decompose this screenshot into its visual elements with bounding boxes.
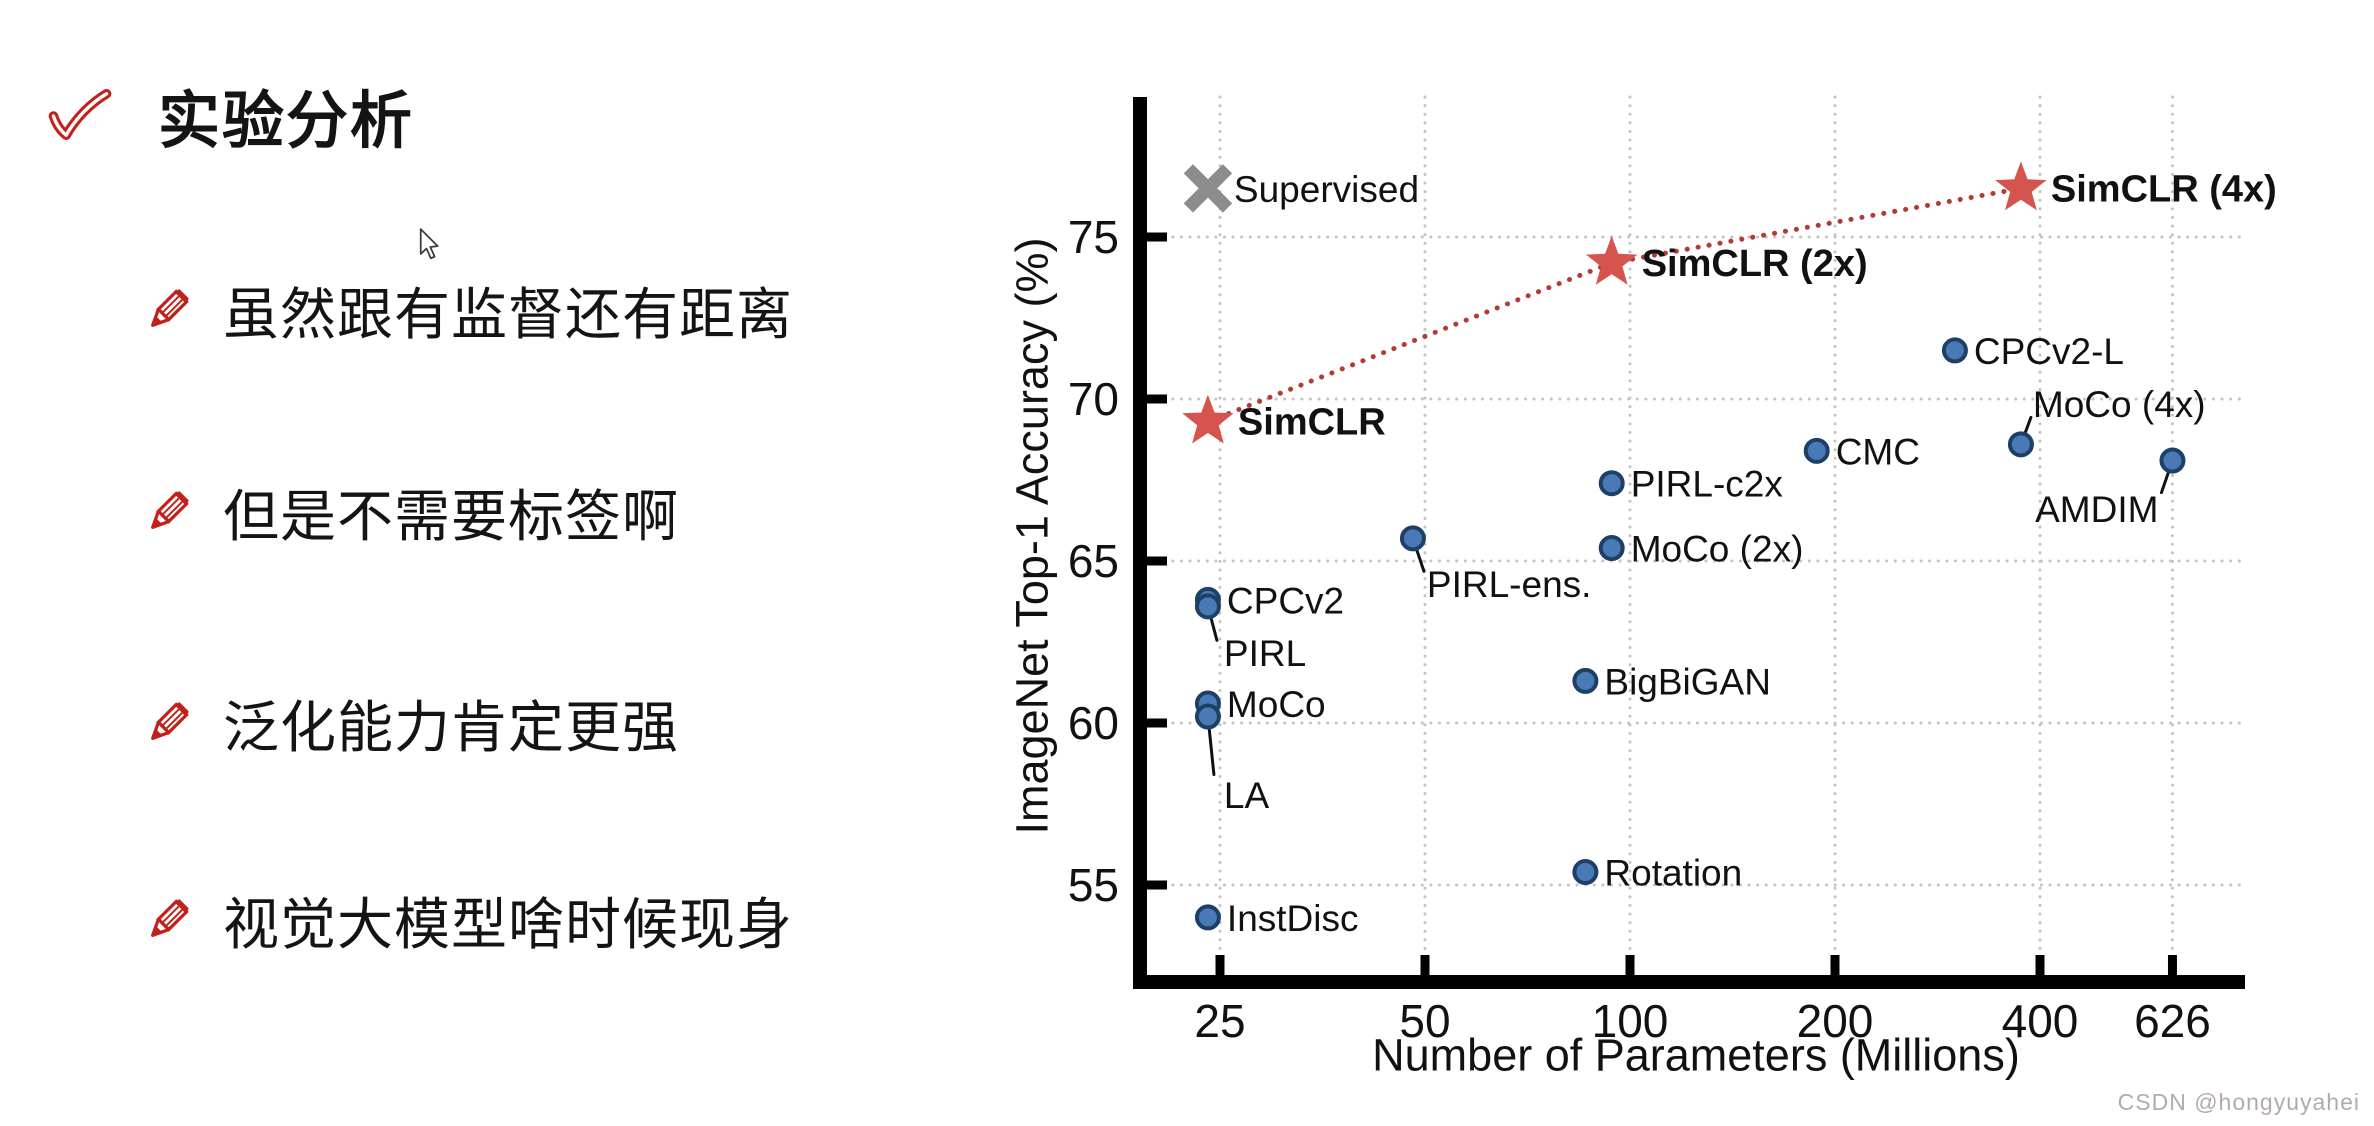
bullet-item: 虽然跟有监督还有距离 — [133, 270, 793, 351]
point-label: SimCLR (2x) — [1642, 243, 1868, 285]
point-label: MoCo (4x) — [2033, 384, 2206, 425]
point-label: MoCo (2x) — [1631, 529, 1804, 570]
point-label: CPCv2-L — [1974, 331, 2124, 372]
checkmark-icon — [48, 88, 112, 140]
bullet-item: 但是不需要标签啊 — [133, 472, 679, 553]
y-axis-tick — [1147, 232, 1167, 242]
data-point — [1194, 703, 1221, 730]
x-axis-tick — [2035, 955, 2045, 975]
x-axis-tick — [1625, 955, 1635, 975]
data-point-cross — [1183, 164, 1233, 213]
data-point — [1598, 535, 1625, 562]
pencil-icon — [151, 898, 189, 937]
y-axis-tick — [1147, 394, 1167, 404]
y-axis-tick — [1147, 556, 1167, 566]
data-point — [1399, 525, 1426, 552]
point-label: BigBiGAN — [1604, 661, 1771, 702]
x-tick-label: 50 — [1399, 995, 1450, 1047]
page-title: 实验分析 — [158, 87, 415, 156]
x-axis-tick — [1215, 955, 1225, 975]
point-label: SimCLR (4x) — [2051, 168, 2277, 210]
mouse-cursor-icon — [419, 228, 439, 260]
point-label: PIRL-ens. — [1427, 564, 1592, 605]
data-point — [1572, 667, 1599, 694]
pencil-icon — [151, 288, 189, 327]
y-tick-label: 65 — [1068, 535, 1119, 587]
x-axis-tick — [1420, 955, 1430, 975]
bullet-text: 但是不需要标签啊 — [223, 485, 679, 548]
data-point — [1194, 904, 1221, 931]
trend-line — [1205, 185, 2024, 425]
x-axis-tick — [2167, 955, 2177, 975]
x-tick-label: 400 — [2002, 995, 2079, 1047]
data-point-star — [1182, 394, 1234, 444]
pencil-icon — [151, 701, 189, 740]
x-tick-label: 200 — [1797, 995, 1874, 1047]
y-axis-title: ImageNet Top-1 Accuracy (%) — [1007, 238, 1058, 835]
x-axis-line — [1133, 975, 2245, 989]
y-axis-tick — [1147, 880, 1167, 890]
x-axis-tick — [1830, 955, 1840, 975]
bullet-text: 虽然跟有监督还有距离 — [223, 283, 793, 346]
y-axis-line — [1133, 97, 1147, 989]
point-label: CPCv2 — [1227, 580, 1344, 621]
data-point — [2159, 447, 2186, 474]
data-point — [1572, 859, 1599, 886]
bullet-text: 视觉大模型啥时候现身 — [223, 893, 793, 956]
point-label: SimCLR — [1238, 402, 1386, 444]
data-point-star — [1586, 235, 1638, 285]
x-tick-label: 25 — [1194, 995, 1245, 1047]
y-tick-label: 55 — [1068, 859, 1119, 911]
slide-title-row: 实验分析 — [46, 70, 414, 160]
data-point-star — [1995, 161, 2047, 211]
data-point — [1803, 437, 1830, 464]
point-label: InstDisc — [1227, 898, 1359, 939]
bullet-item: 泛化能力肯定更强 — [133, 683, 679, 764]
bullet-item: 视觉大模型啥时候现身 — [133, 880, 793, 961]
y-tick-label: 70 — [1068, 373, 1119, 425]
bullet-text: 泛化能力肯定更强 — [223, 696, 679, 759]
point-label: MoCo — [1227, 684, 1326, 725]
point-label: AMDIM — [2035, 489, 2158, 530]
point-label: Supervised — [1234, 169, 1419, 210]
x-tick-label: 100 — [1592, 995, 1669, 1047]
point-label: CMC — [1836, 431, 1920, 472]
y-axis-tick — [1147, 718, 1167, 728]
point-label: PIRL — [1224, 633, 1306, 674]
data-point — [2007, 431, 2034, 458]
data-point — [1598, 470, 1625, 497]
watermark: CSDN @hongyuyahei — [2117, 1089, 2360, 1115]
x-tick-label: 626 — [2134, 995, 2211, 1047]
point-label: PIRL-c2x — [1631, 464, 1784, 505]
pencil-icon — [151, 490, 189, 529]
x-axis-title: Number of Parameters (Millions) — [1372, 1030, 2020, 1081]
point-label: Rotation — [1604, 853, 1742, 894]
data-point — [1941, 337, 1968, 364]
data-point — [1194, 593, 1221, 620]
point-label: LA — [1224, 775, 1270, 816]
y-tick-label: 75 — [1068, 211, 1119, 263]
y-tick-label: 60 — [1068, 697, 1119, 749]
